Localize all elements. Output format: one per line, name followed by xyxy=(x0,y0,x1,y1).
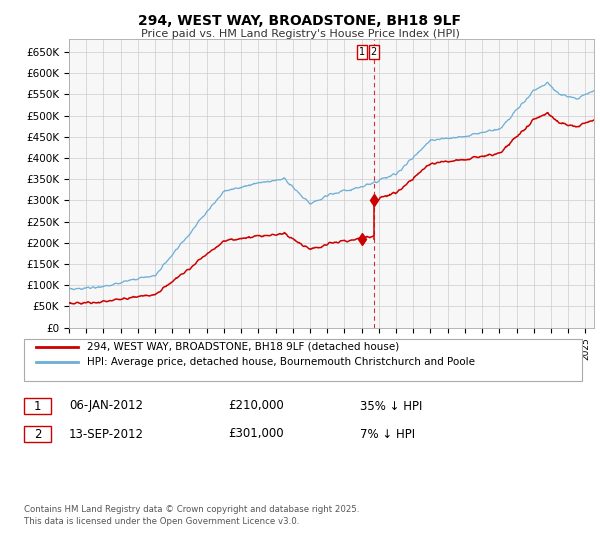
Text: 1: 1 xyxy=(359,47,365,57)
Text: £210,000: £210,000 xyxy=(228,399,284,413)
Text: £301,000: £301,000 xyxy=(228,427,284,441)
Text: 35% ↓ HPI: 35% ↓ HPI xyxy=(360,399,422,413)
Text: Price paid vs. HM Land Registry's House Price Index (HPI): Price paid vs. HM Land Registry's House … xyxy=(140,29,460,39)
Text: Contains HM Land Registry data © Crown copyright and database right 2025.
This d: Contains HM Land Registry data © Crown c… xyxy=(24,505,359,526)
Text: 294, WEST WAY, BROADSTONE, BH18 9LF (detached house): 294, WEST WAY, BROADSTONE, BH18 9LF (det… xyxy=(87,342,399,352)
Text: 2: 2 xyxy=(34,427,41,441)
Text: 2: 2 xyxy=(371,47,377,57)
Text: 7% ↓ HPI: 7% ↓ HPI xyxy=(360,427,415,441)
Text: 1: 1 xyxy=(34,399,41,413)
Text: HPI: Average price, detached house, Bournemouth Christchurch and Poole: HPI: Average price, detached house, Bour… xyxy=(87,357,475,367)
Text: 13-SEP-2012: 13-SEP-2012 xyxy=(69,427,144,441)
Text: 06-JAN-2012: 06-JAN-2012 xyxy=(69,399,143,413)
Text: 294, WEST WAY, BROADSTONE, BH18 9LF: 294, WEST WAY, BROADSTONE, BH18 9LF xyxy=(139,14,461,28)
